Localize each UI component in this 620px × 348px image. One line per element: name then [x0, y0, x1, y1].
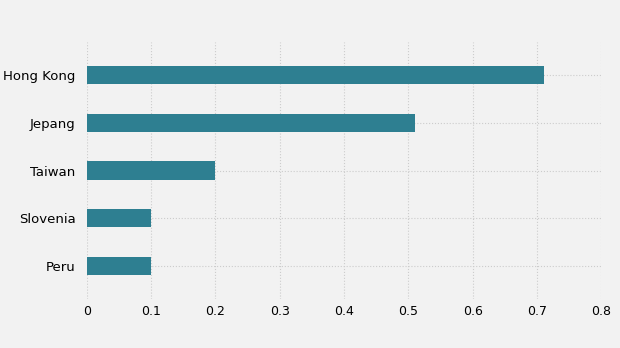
Bar: [87, 257, 151, 275]
Bar: [87, 66, 544, 84]
Bar: [87, 209, 151, 227]
Bar: [87, 114, 415, 132]
Bar: [87, 161, 216, 180]
